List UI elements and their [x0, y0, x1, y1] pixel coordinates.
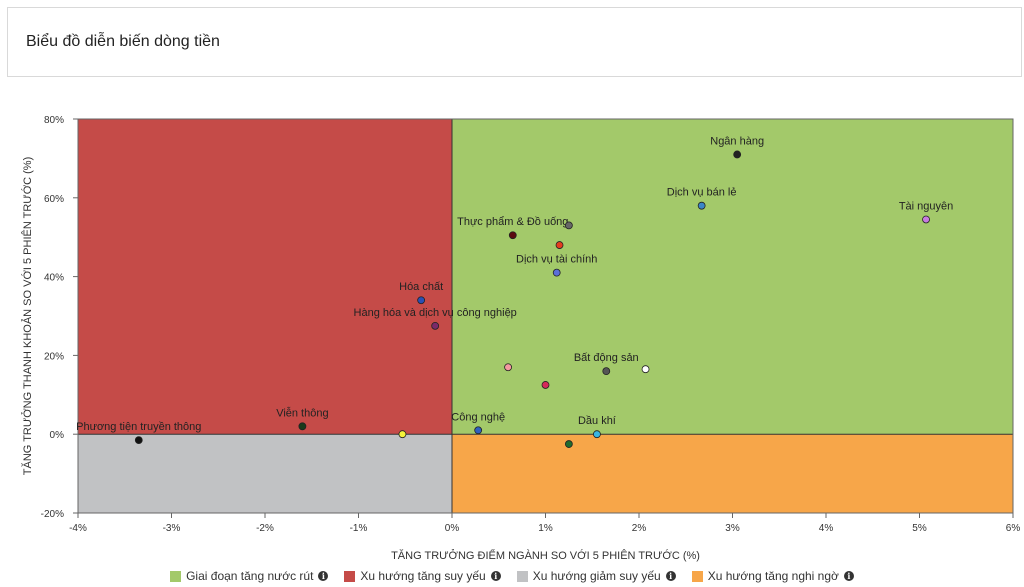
point-label: Hàng hóa và dịch vụ công nghiệp	[354, 307, 517, 319]
point-label: Ngân hàng	[710, 135, 764, 147]
x-tick-label: 0%	[445, 523, 460, 534]
data-point	[564, 440, 573, 448]
legend-label: Xu hướng tăng suy yếu	[360, 569, 486, 583]
legend-label: Giai đoạn tăng nước rút	[186, 569, 314, 583]
legend-item-doubtful-up[interactable]: Xu hướng tăng nghi ngờ i	[691, 569, 854, 583]
quadrant-top-left	[78, 119, 452, 435]
point-label: Dịch vụ bán lẻ	[667, 187, 737, 199]
x-tick-label: 6%	[1006, 523, 1021, 534]
point-label: Phương tiện truyền thông	[76, 421, 201, 433]
legend-swatch	[516, 570, 528, 582]
y-tick-label: 60%	[44, 194, 64, 205]
info-icon[interactable]: i	[843, 571, 854, 581]
data-point	[593, 430, 601, 439]
data-point	[298, 422, 307, 431]
y-axis-label: TĂNG TRƯỞNG THANH KHOẢN SO VỚI 5 PHIÊN T…	[21, 157, 34, 475]
legend-swatch	[170, 570, 182, 582]
data-point	[602, 367, 611, 376]
data-point	[733, 150, 742, 159]
data-point	[555, 241, 564, 249]
data-point	[398, 430, 407, 439]
chart-header-card: Biểu đồ diễn biến dòng tiền	[7, 7, 1022, 77]
data-point	[504, 363, 513, 372]
data-point	[922, 215, 930, 224]
x-tick-label: 5%	[912, 523, 927, 534]
legend-swatch	[344, 570, 356, 582]
point-label: Dầu khí	[578, 415, 616, 427]
legend-item-weakening-up[interactable]: Xu hướng tăng suy yếu i	[344, 569, 501, 583]
y-tick-label: 20%	[44, 351, 64, 362]
point-label: Tài nguyên	[899, 200, 953, 212]
point-label: Hóa chất	[399, 281, 443, 293]
data-point	[697, 201, 706, 210]
x-tick-label: 1%	[538, 523, 553, 534]
x-tick-label: 2%	[632, 523, 647, 534]
data-point	[641, 365, 650, 374]
x-tick-label: -1%	[350, 523, 368, 534]
point-label: Bất động sản	[574, 352, 639, 364]
y-tick-label: 80%	[44, 115, 64, 126]
quadrant-bottom-left	[78, 434, 452, 513]
y-tick-label: 0%	[50, 430, 65, 441]
legend-item-sprint[interactable]: Giai đoạn tăng nước rút i	[170, 569, 329, 583]
y-tick-label: 40%	[44, 273, 64, 284]
quadrant-bottom-right	[452, 434, 1013, 513]
data-point	[508, 231, 517, 240]
data-point	[417, 296, 426, 305]
data-point	[134, 436, 143, 445]
point-label: Dịch vụ tài chính	[516, 254, 597, 266]
legend-label: Xu hướng tăng nghi ngờ	[707, 569, 839, 583]
data-point	[552, 268, 561, 277]
x-tick-label: -3%	[163, 523, 181, 534]
x-tick-label: -2%	[256, 523, 274, 534]
point-label: Công nghệ	[451, 411, 505, 423]
info-icon[interactable]: i	[490, 571, 501, 581]
info-icon[interactable]: i	[665, 571, 676, 581]
point-label: Viễn thông	[276, 406, 328, 419]
x-axis-label: TĂNG TRƯỞNG ĐIỂM NGÀNH SO VỚI 5 PHIÊN TR…	[391, 549, 700, 562]
legend-label: Xu hướng giảm suy yếu	[532, 569, 661, 583]
data-point	[431, 321, 440, 330]
page-title: Biểu đồ diễn biến dòng tiền	[26, 33, 220, 50]
quadrant-top-right	[452, 119, 1013, 435]
x-tick-label: -4%	[69, 523, 87, 534]
scatter-chart: -4% -3% -2% -1% 0% 1% 2% 3% 4% 5% 6% -20% 0% 20% 40% 60…	[21, 115, 1021, 562]
info-icon[interactable]: i	[318, 571, 329, 581]
y-tick-label: -20%	[41, 509, 64, 520]
legend-swatch	[691, 570, 703, 582]
chart-legend: Giai đoạn tăng nước rút i Xu hướng tăng …	[0, 569, 1024, 583]
x-tick-label: 4%	[819, 523, 834, 534]
legend-item-weakening-down[interactable]: Xu hướng giảm suy yếu i	[516, 569, 676, 583]
x-tick-label: 3%	[725, 523, 740, 534]
data-point	[474, 426, 483, 435]
point-label: Thực phẩm & Đồ uống	[457, 216, 568, 228]
data-point	[541, 381, 550, 389]
data-point	[564, 221, 573, 230]
